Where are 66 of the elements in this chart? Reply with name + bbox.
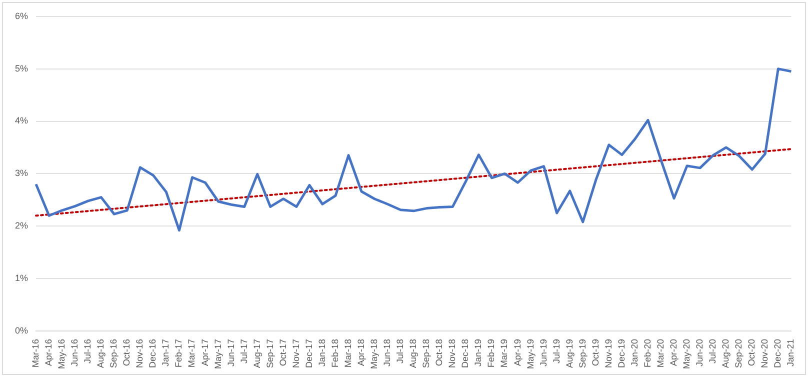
x-tick-label: Dec-20 xyxy=(772,338,783,368)
x-tick-label: Dec-18 xyxy=(460,338,470,368)
x-tick-label: Aug-20 xyxy=(720,338,731,368)
x-tick-label: Apr-17 xyxy=(200,338,210,366)
x-tick-label: Aug-16 xyxy=(96,338,106,368)
x-tick-label: Apr-20 xyxy=(668,338,678,366)
x-tick-label: Mar-16 xyxy=(30,338,40,368)
y-tick-label: 1% xyxy=(14,273,28,284)
x-tick-label: Oct-18 xyxy=(434,338,444,366)
x-tick-label: Aug-19 xyxy=(564,338,574,368)
y-tick-label: 6% xyxy=(14,10,28,21)
x-tick-label: Mar-19 xyxy=(499,338,510,368)
x-tick-label: Feb-20 xyxy=(642,338,652,368)
x-tick-label: Jun-16 xyxy=(70,338,80,367)
x-tick-label: Aug-18 xyxy=(408,338,418,368)
y-tick-label: 5% xyxy=(14,63,28,74)
x-tick-label: Jan-19 xyxy=(473,338,484,367)
x-tick-label: Nov-20 xyxy=(760,338,770,368)
x-tick-label: Nov-16 xyxy=(134,338,145,368)
y-tick-label: 4% xyxy=(14,116,28,126)
y-tick-label: 2% xyxy=(14,220,28,231)
x-tick-label: Feb-17 xyxy=(174,338,184,368)
x-tick-label: Mar-17 xyxy=(186,338,197,368)
x-tick-label: Feb-19 xyxy=(486,338,496,368)
x-tick-label: Jul-16 xyxy=(82,338,93,364)
x-tick-label: Sep-18 xyxy=(421,338,432,368)
x-tick-label: Jan-20 xyxy=(629,338,640,367)
x-tick-label: Dec-17 xyxy=(304,338,314,368)
x-tick-label: Jan-21 xyxy=(786,338,796,367)
x-tick-label: Jul-17 xyxy=(238,338,249,364)
x-tick-label: May-19 xyxy=(525,338,536,370)
x-tick-label: Oct-19 xyxy=(590,338,600,366)
x-tick-label: Apr-16 xyxy=(44,338,54,366)
x-tick-label: Oct-17 xyxy=(278,338,288,366)
y-tick-label: 0% xyxy=(14,325,28,336)
x-tick-label: Nov-17 xyxy=(290,338,301,368)
x-tick-label: Sep-17 xyxy=(264,338,275,368)
x-tick-label: Jan-17 xyxy=(160,338,171,367)
x-tick-label: Jun-18 xyxy=(382,338,392,367)
x-tick-label: Nov-18 xyxy=(447,338,458,368)
x-tick-label: Apr-19 xyxy=(512,338,522,366)
x-tick-label: Jul-18 xyxy=(395,338,406,364)
x-tick-label: Jul-20 xyxy=(708,338,718,364)
x-tick-label: May-20 xyxy=(682,338,692,370)
x-tick-label: May-18 xyxy=(369,338,380,370)
y-tick-label: 3% xyxy=(14,168,28,178)
x-tick-label: Oct-20 xyxy=(746,338,757,366)
x-tick-label: Feb-18 xyxy=(330,338,340,368)
x-tick-label: Mar-20 xyxy=(655,338,666,368)
x-tick-label: Oct-16 xyxy=(122,338,132,366)
x-tick-label: Jun-17 xyxy=(226,338,236,367)
x-tick-label: Jan-18 xyxy=(316,338,327,367)
x-tick-label: Sep-20 xyxy=(734,338,744,368)
x-tick-label: Jun-19 xyxy=(538,338,548,367)
x-tick-label: Nov-19 xyxy=(603,338,614,368)
x-tick-label: Aug-17 xyxy=(252,338,262,368)
x-tick-label: Jun-20 xyxy=(694,338,705,367)
x-tick-label: Sep-16 xyxy=(108,338,119,368)
x-tick-label: Jul-19 xyxy=(551,338,562,364)
x-tick-label: Mar-18 xyxy=(342,338,353,368)
x-tick-label: May-16 xyxy=(56,338,67,370)
x-tick-label: Dec-19 xyxy=(616,338,626,368)
x-tick-label: Dec-16 xyxy=(148,338,158,368)
x-tick-label: May-17 xyxy=(212,338,223,370)
x-tick-label: Sep-19 xyxy=(577,338,588,368)
x-tick-label: Apr-18 xyxy=(356,338,366,366)
